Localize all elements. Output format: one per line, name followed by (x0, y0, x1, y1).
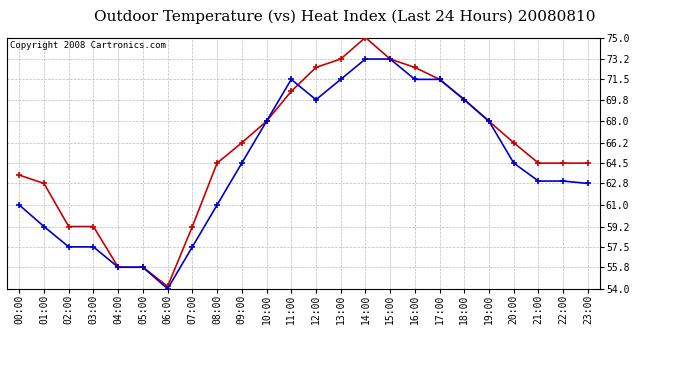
Text: Outdoor Temperature (vs) Heat Index (Last 24 Hours) 20080810: Outdoor Temperature (vs) Heat Index (Las… (95, 9, 595, 24)
Text: Copyright 2008 Cartronics.com: Copyright 2008 Cartronics.com (10, 41, 166, 50)
